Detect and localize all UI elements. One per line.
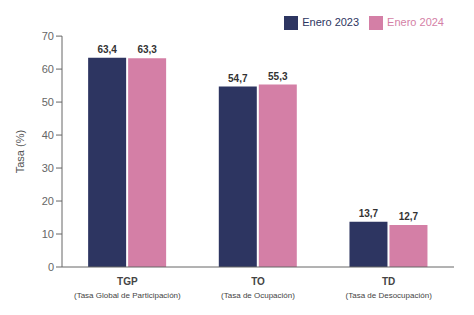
svg-text:TD: TD xyxy=(382,276,395,287)
svg-text:0: 0 xyxy=(48,261,54,273)
svg-text:13,7: 13,7 xyxy=(359,208,379,219)
svg-text:(Tasa de Ocupación): (Tasa de Ocupación) xyxy=(221,291,295,300)
svg-text:30: 30 xyxy=(42,162,54,174)
html-text:Enero 2024: Enero 2024 xyxy=(387,16,444,28)
svg-text:12,7: 12,7 xyxy=(399,211,419,222)
svg-text:TGP: TGP xyxy=(117,276,138,287)
svg-text:20: 20 xyxy=(42,195,54,207)
svg-text:TO: TO xyxy=(251,276,265,287)
svg-text:70: 70 xyxy=(42,30,54,42)
svg-text:63,4: 63,4 xyxy=(97,44,117,55)
svg-text:60: 60 xyxy=(42,63,54,75)
svg-text:(Tasa de Desocupación): (Tasa de Desocupación) xyxy=(346,291,433,300)
svg-text:63,3: 63,3 xyxy=(137,44,157,55)
svg-text:54,7: 54,7 xyxy=(228,73,248,84)
svg-text:10: 10 xyxy=(42,228,54,240)
svg-text:(Tasa Global de Participación): (Tasa Global de Participación) xyxy=(74,291,181,300)
svg-text:50: 50 xyxy=(42,96,54,108)
svg-text:Tasa (%): Tasa (%) xyxy=(14,130,26,173)
html-text:Enero 2023: Enero 2023 xyxy=(302,16,360,28)
svg-text:55,3: 55,3 xyxy=(268,71,288,82)
svg-text:40: 40 xyxy=(42,129,54,141)
